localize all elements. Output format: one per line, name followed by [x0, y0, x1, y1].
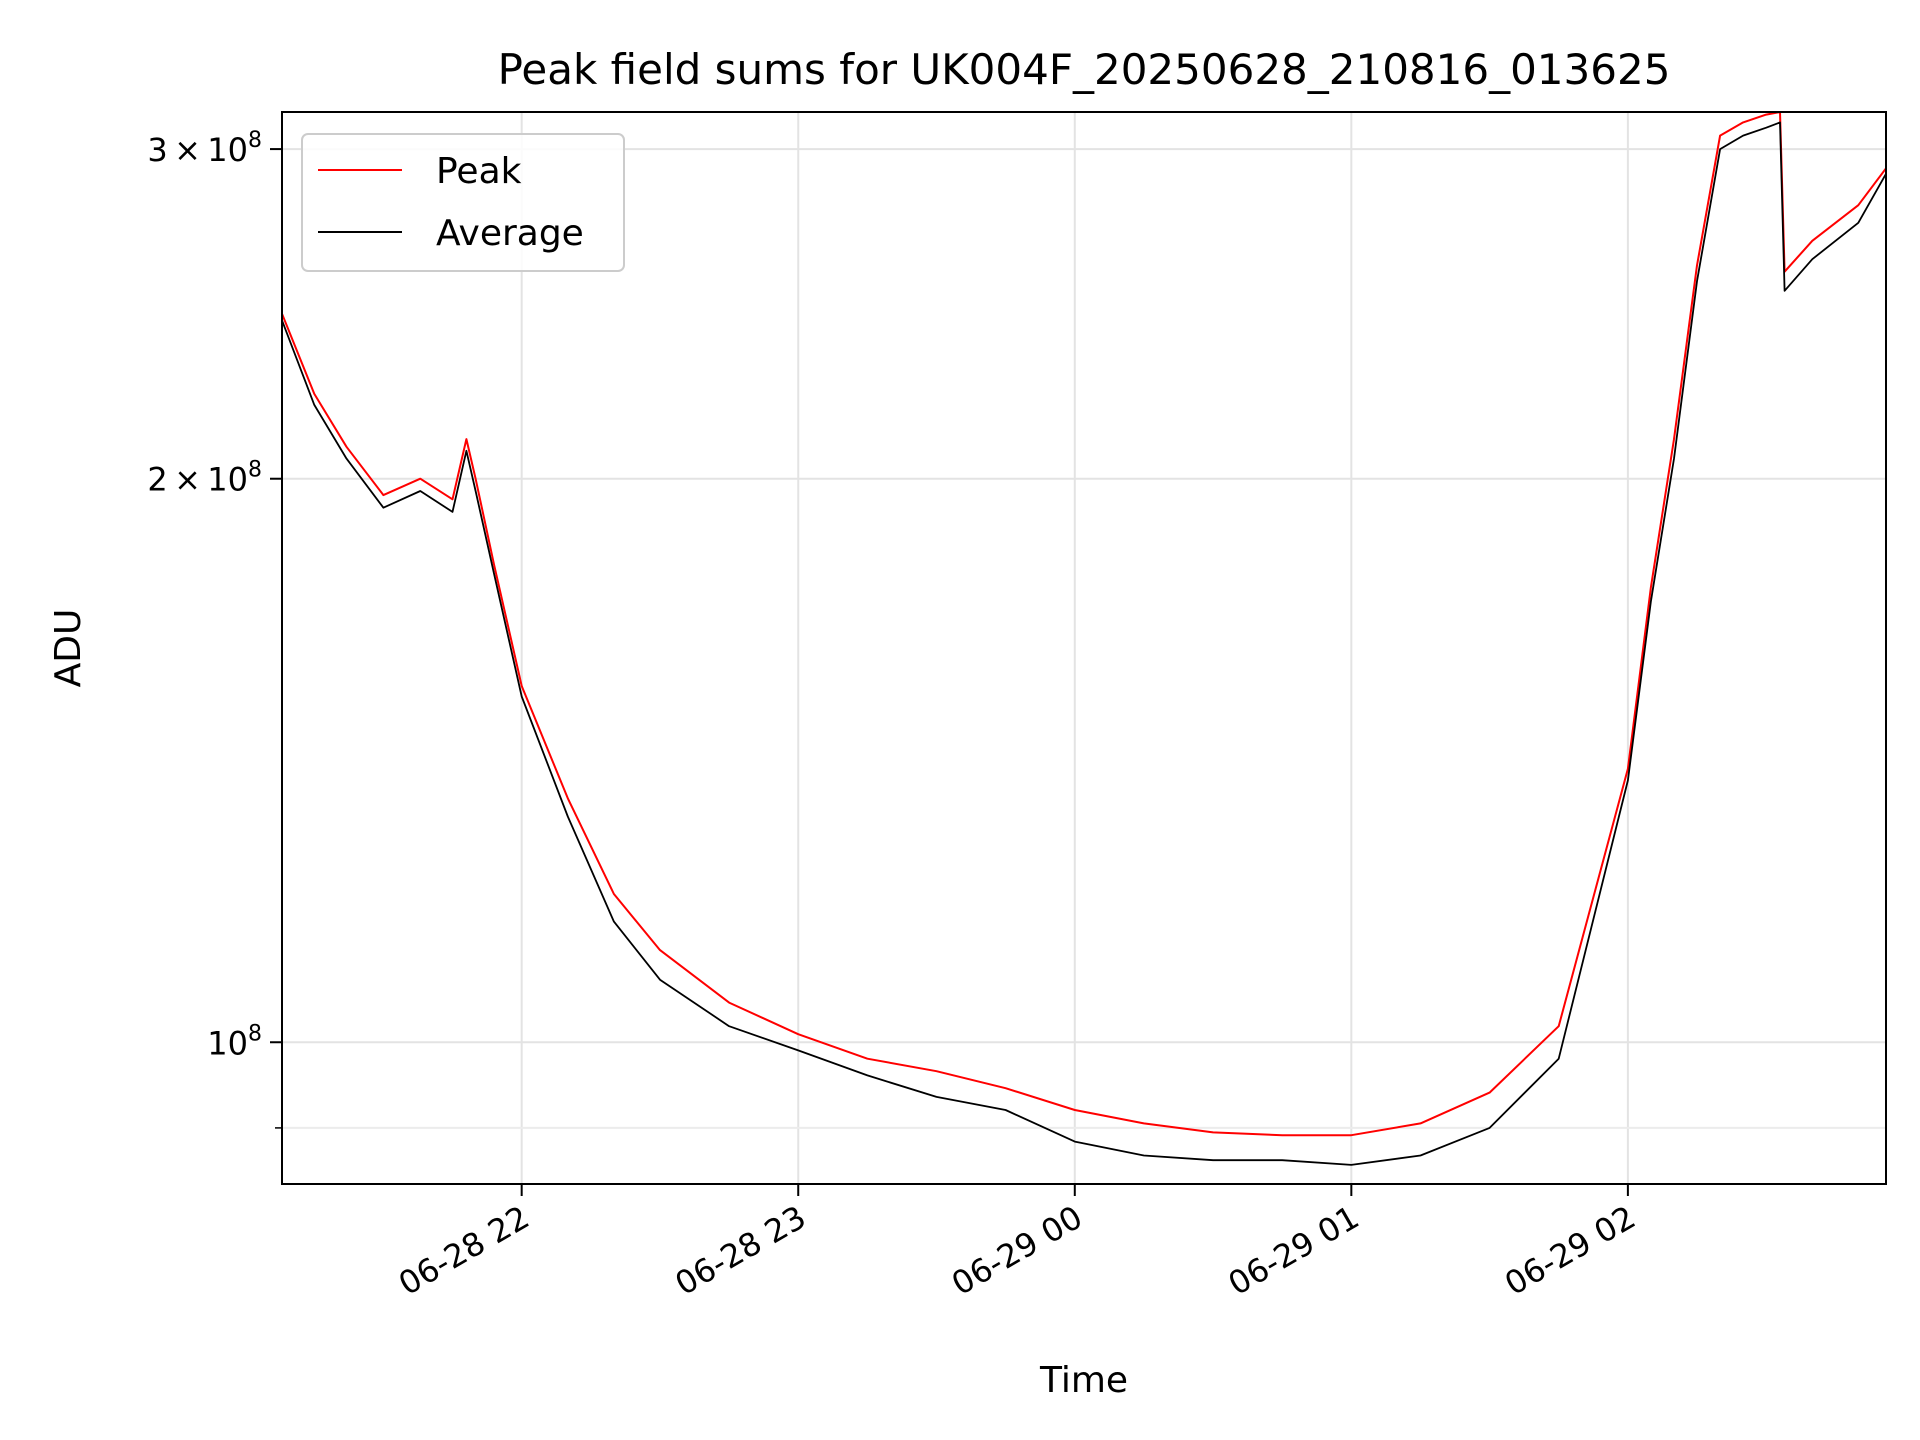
y-axis: 108 2 × 108 3 × 108: [147, 128, 282, 1129]
legend-label-average: Average: [436, 213, 584, 254]
legend-label-peak: Peak: [436, 151, 522, 192]
chart-title: Peak field sums for UK004F_20250628_2108…: [498, 45, 1671, 94]
series-line-average: [282, 121, 1886, 1166]
x-axis-label: Time: [1039, 1360, 1128, 1401]
y-tick-label: 108: [207, 1021, 262, 1062]
axes-frame: [281, 111, 1887, 1185]
legend-box: [301, 133, 625, 272]
y-tick-label: 3 × 108: [147, 128, 262, 169]
y-axis-label: ADU: [48, 609, 89, 688]
plot-area: [282, 112, 1886, 1166]
legend: Peak Average: [301, 133, 625, 272]
series-line-peak: [282, 112, 1886, 1137]
y-tick-label: 2 × 108: [147, 458, 262, 499]
